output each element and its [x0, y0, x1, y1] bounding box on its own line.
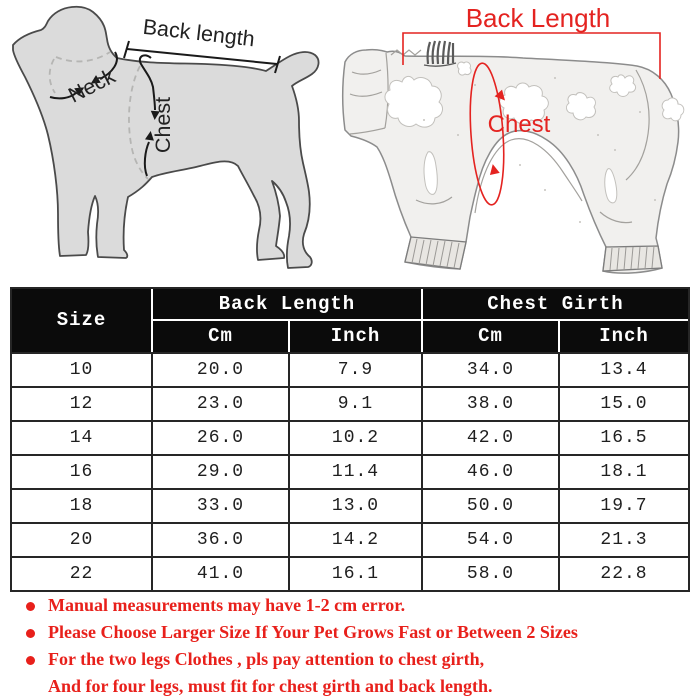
size-table-body: 10 20.0 7.9 34.0 13.4 12 23.0 9.1 38.0 1… — [12, 352, 688, 590]
size-table-header: Size Back Length Chest Girth Cm Inch Cm … — [12, 289, 688, 352]
cell-size: 14 — [69, 428, 94, 448]
header-back-cm: Cm — [208, 325, 233, 347]
cell-chest-cm: 46.0 — [421, 456, 558, 488]
cell-size: 22 — [69, 564, 94, 584]
cell-back-cm: 26.0 — [151, 422, 288, 454]
table-row: 22 41.0 16.1 58.0 22.8 — [12, 556, 688, 590]
back-length-label-right: Back Length — [466, 3, 611, 33]
cell-chest-inch: 21.3 — [558, 524, 688, 556]
note-text: For the two legs Clothes , pls pay atten… — [48, 649, 485, 669]
header-back-inch: Inch — [330, 325, 381, 347]
cell-chest-inch: 13.4 — [558, 354, 688, 386]
bullet-icon — [26, 628, 35, 638]
camo-patches — [384, 61, 685, 204]
table-row: 14 26.0 10.2 42.0 16.5 — [12, 420, 688, 454]
cell-chest-cm: 34.0 — [421, 354, 558, 386]
cell-chest-inch: 18.1 — [558, 456, 688, 488]
cell-back-inch: 7.9 — [288, 354, 421, 386]
cell-back-inch: 9.1 — [288, 388, 421, 420]
header-divider — [151, 289, 153, 352]
bullet-icon — [26, 601, 35, 611]
table-row: 20 36.0 14.2 54.0 21.3 — [12, 522, 688, 556]
dog-measurement-diagram: Back length Neck Chest — [12, 5, 320, 269]
cell-back-cm: 36.0 — [151, 524, 288, 556]
cell-size: 20 — [69, 530, 94, 550]
note-text: Please Choose Larger Size If Your Pet Gr… — [48, 622, 578, 642]
cell-back-inch: 14.2 — [288, 524, 421, 556]
cell-back-cm: 41.0 — [151, 558, 288, 590]
cell-size: 10 — [69, 360, 94, 380]
header-chest-girth: Chest Girth — [487, 293, 624, 315]
cell-size: 12 — [69, 394, 94, 414]
header-chest-inch: Inch — [599, 325, 649, 347]
measurement-illustrations: Back length Neck Chest — [12, 3, 685, 274]
cell-back-inch: 16.1 — [288, 558, 421, 590]
back-length-measure-line — [123, 40, 281, 74]
dashed-girth-guides — [48, 51, 149, 180]
note-line: Manual measurements may have 1-2 cm erro… — [0, 592, 700, 619]
measure-arrowheads — [74, 75, 160, 141]
cell-chest-cm: 54.0 — [421, 524, 558, 556]
cell-chest-inch: 19.7 — [558, 490, 688, 522]
cell-back-inch: 13.0 — [288, 490, 421, 522]
ribbed-cuffs — [404, 236, 663, 272]
drawstring-toggle — [423, 40, 457, 67]
cell-back-inch: 11.4 — [288, 456, 421, 488]
header-divider — [288, 321, 290, 352]
cell-size: 18 — [69, 496, 94, 516]
notes-list: Manual measurements may have 1-2 cm erro… — [0, 592, 700, 700]
cell-back-cm: 20.0 — [151, 354, 288, 386]
chest-label-right: Chest — [488, 111, 551, 138]
table-row: 16 29.0 11.4 46.0 18.1 — [12, 454, 688, 488]
size-table: Size Back Length Chest Girth Cm Inch Cm … — [10, 287, 690, 592]
garment-seams — [349, 49, 650, 224]
bullet-icon — [26, 655, 35, 665]
note-line: Please Choose Larger Size If Your Pet Gr… — [0, 619, 700, 646]
header-size: Size — [56, 309, 107, 331]
note-text: And for four legs, must fit for chest gi… — [48, 676, 493, 696]
cell-chest-cm: 42.0 — [421, 422, 558, 454]
note-line: And for four legs, must fit for chest gi… — [0, 673, 700, 700]
table-row: 12 23.0 9.1 38.0 15.0 — [12, 386, 688, 420]
red-annotations: Back Length Chest — [402, 3, 661, 206]
header-divider — [558, 321, 560, 352]
cell-chest-inch: 16.5 — [558, 422, 688, 454]
cell-size: 16 — [69, 462, 94, 482]
header-divider — [153, 319, 688, 321]
chest-label-left: Chest — [151, 97, 175, 153]
cell-chest-cm: 38.0 — [421, 388, 558, 420]
cell-chest-cm: 50.0 — [421, 490, 558, 522]
note-text: Manual measurements may have 1-2 cm erro… — [48, 595, 406, 615]
header-back-length: Back Length — [218, 293, 356, 315]
header-chest-cm: Cm — [478, 325, 503, 347]
cell-chest-inch: 22.8 — [558, 558, 688, 590]
note-line: For the two legs Clothes , pls pay atten… — [0, 646, 700, 673]
cell-chest-cm: 58.0 — [421, 558, 558, 590]
garment-diagram: Back Length Chest — [342, 3, 685, 274]
back-length-label-left: Back length — [142, 15, 256, 52]
cell-back-inch: 10.2 — [288, 422, 421, 454]
cell-back-cm: 33.0 — [151, 490, 288, 522]
measure-arrows — [49, 51, 156, 177]
cell-back-cm: 29.0 — [151, 456, 288, 488]
table-row: 10 20.0 7.9 34.0 13.4 — [12, 352, 688, 386]
cell-back-cm: 23.0 — [151, 388, 288, 420]
table-row: 18 33.0 13.0 50.0 19.7 — [12, 488, 688, 522]
cell-chest-inch: 15.0 — [558, 388, 688, 420]
